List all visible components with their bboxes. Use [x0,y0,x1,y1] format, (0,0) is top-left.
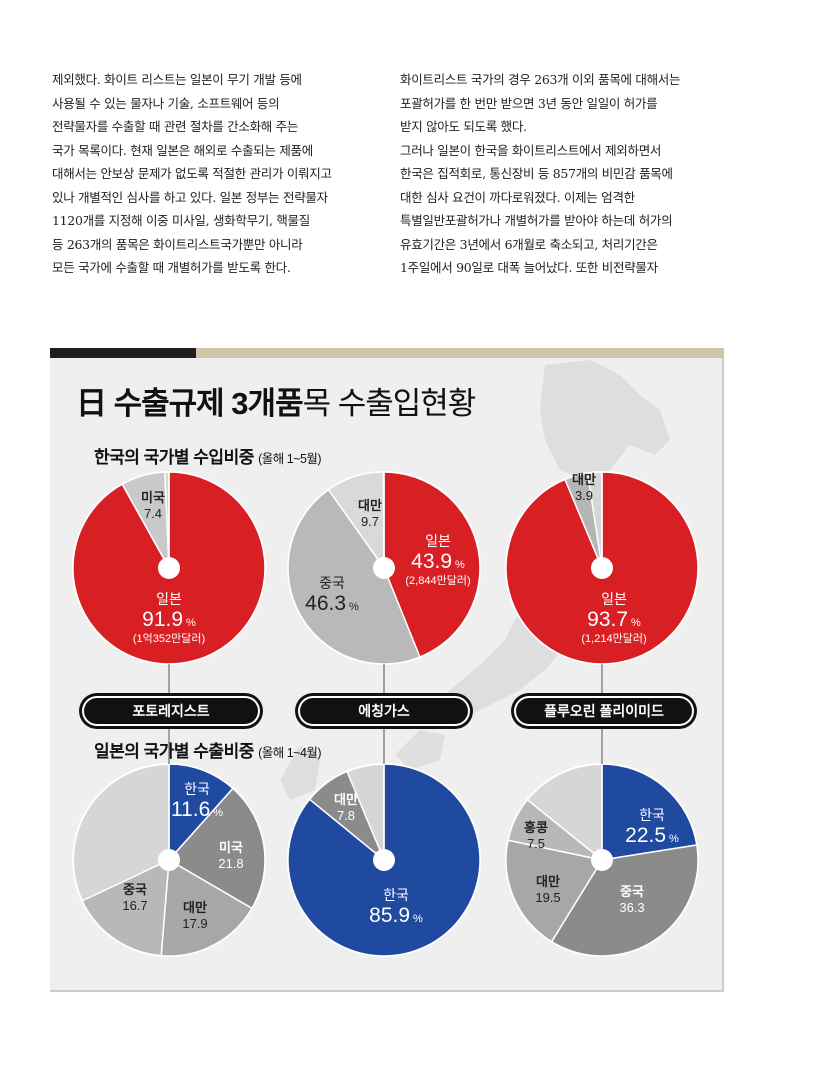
pie-slice-label: 미국 [219,840,243,855]
article-line: 1주일에서 90일로 대폭 늘어났다. 또한 비전략물자 [400,260,658,275]
pie-center-dot [158,557,180,579]
pie-slice-value: 46.3% [305,592,359,615]
article-line: 한국은 집적회로, 통신장비 등 857개의 비민감 품목에 [400,166,673,181]
pie-slice [168,763,234,862]
pie-slice-amount: (1억352만달러) [133,632,205,645]
pie-center-dot [591,557,613,579]
export-heading-text: 일본의 국가별 수출비중 [94,742,254,761]
pie-slice-value: 21.8 [218,856,243,871]
pie-slice-label: 중국 [123,882,147,897]
pie-slice [601,763,698,861]
panel-top-bar-dark [50,348,196,358]
pie-slice-label: 대만 [334,792,358,807]
pie-slice [308,770,385,861]
pie-slice [507,798,603,861]
panel-title-bold: 日 수출규제 3개품 [76,386,304,421]
pie-slice-label: 홍콩 [524,820,548,835]
pie-slice [564,472,603,569]
pie-slice-value: 17.9 [182,916,207,931]
product-label-fluorine-polyimide: 플루오린 폴리이미드 [514,696,694,726]
pie-slice [81,858,170,957]
article-line: 1120개를 지정해 이중 미사일, 생화학무기, 핵물질 [52,213,310,228]
pie-center-dot [373,849,395,871]
pie-slice-label: 미국 [141,490,165,505]
pie-slice-value: 16.7 [122,898,147,913]
article-line: 특별일반포괄허가나 개별허가를 받아야 하는데 허가의 [400,213,673,228]
article-line: 대한 심사 요건이 까다로워졌다. 이제는 엄격한 [400,189,635,205]
article-line: 포괄허가를 한 번만 받으면 3년 동안 일일이 허가를 [400,95,658,111]
pie-slice-label: 중국 [620,884,644,899]
panel-top-bar-tan [196,348,724,358]
export-period: (올해 1~4월) [258,746,322,760]
pie-slice-value: 19.5 [535,890,560,905]
export-section-heading: 일본의 국가별 수출비중 (올해 1~4월) [94,737,322,762]
pie-slice-label: 대만 [572,472,596,487]
product-label-photoresist: 포토레지스트 [82,696,260,726]
product-label-etching-gas: 에칭가스 [298,696,470,726]
pie-slice-label: 일본 [425,533,451,549]
pie-slice-label: 중국 [319,575,345,591]
pie-slice-label: 일본 [601,591,627,607]
pie-slice-value: 91.9% [142,608,196,631]
pie-slice [550,844,699,957]
pie-slice [505,839,604,943]
pie-slice [383,471,481,659]
pie-slice-label: 한국 [184,781,210,797]
pie-slice-value: 3.9 [575,488,593,503]
pie-slice-value: 36.3 [619,900,644,915]
pie-slice-value: 7.8 [337,808,355,823]
pie-slice-label: 한국 [639,807,665,823]
pie-slice-label: 대만 [183,900,207,915]
article-line: 대해서는 안보상 문제가 없도록 적절한 관리가 이뤄지고 [52,166,332,181]
pie-slice-value: 93.7% [587,608,641,631]
pie-center-dot [373,557,395,579]
article-line: 유효기간은 3년에서 6개월로 축소되고, 처리기간은 [400,236,658,252]
pie-slice-amount: (1,214만달러) [581,632,646,645]
pie-slice [121,471,170,569]
article-line: 전략물자를 수출할 때 관련 절차를 간소화해 주는 [52,119,299,134]
panel-title-regular: 목 수출입현황 [302,386,477,421]
pie-center-dot [158,849,180,871]
pie-slice-amount: (2,844만달러) [405,574,470,587]
import-heading-text: 한국의 국가별 수입비중 [94,448,254,467]
article-line: 있나 개별적인 심사를 하고 있다. 일본 정부는 전략물자 [52,189,328,205]
pie-slice-label: 한국 [383,887,409,903]
pie-center-dot [591,849,613,871]
pie-slice-value: 7.5 [527,836,545,851]
pie-slice-value: 7.4 [144,506,162,521]
pie-slice-value: 11.6% [171,798,223,821]
pie-slice [160,858,253,957]
article-line: 사용될 수 있는 물자나 기술, 소프트웨어 등의 [52,95,280,111]
pie-slice-label: 대만 [358,498,382,513]
article-line: 국가 목록이다. 현재 일본은 해외로 수출되는 제품에 [52,142,313,158]
pie-slice-value: 85.9% [369,904,423,927]
article-line: 등 263개의 품목은 화이트리스트국가뿐만 아니라 [52,236,303,252]
pie-slice [167,787,266,910]
import-period: (올해 1~5월) [258,452,322,466]
pie-slice-value: 9.7 [361,514,379,529]
import-section-heading: 한국의 국가별 수입비중 (올해 1~5월) [94,443,322,468]
article-line: 그러나 일본이 한국을 화이트리스트에서 제외하면서 [400,142,662,158]
pie-slice [287,488,421,665]
pie-slice-label: 대만 [536,874,560,889]
pie-slice-value: 22.5% [625,824,679,847]
article-line: 제외했다. 화이트 리스트는 일본이 무기 개발 등에 [52,72,302,87]
article-line: 화이트리스트 국가의 경우 263개 이외 품목에 대해서는 [400,72,681,87]
pie-slice-label: 일본 [156,591,182,607]
article-line: 모든 국가에 수출할 때 개별허가를 받도록 한다. [52,260,291,275]
panel-title: 日 수출규제 3개품목 수출입현황 [76,378,477,423]
pie-slice-value: 43.9% [411,550,465,573]
article-line: 받지 않아도 되도록 했다. [400,119,527,134]
